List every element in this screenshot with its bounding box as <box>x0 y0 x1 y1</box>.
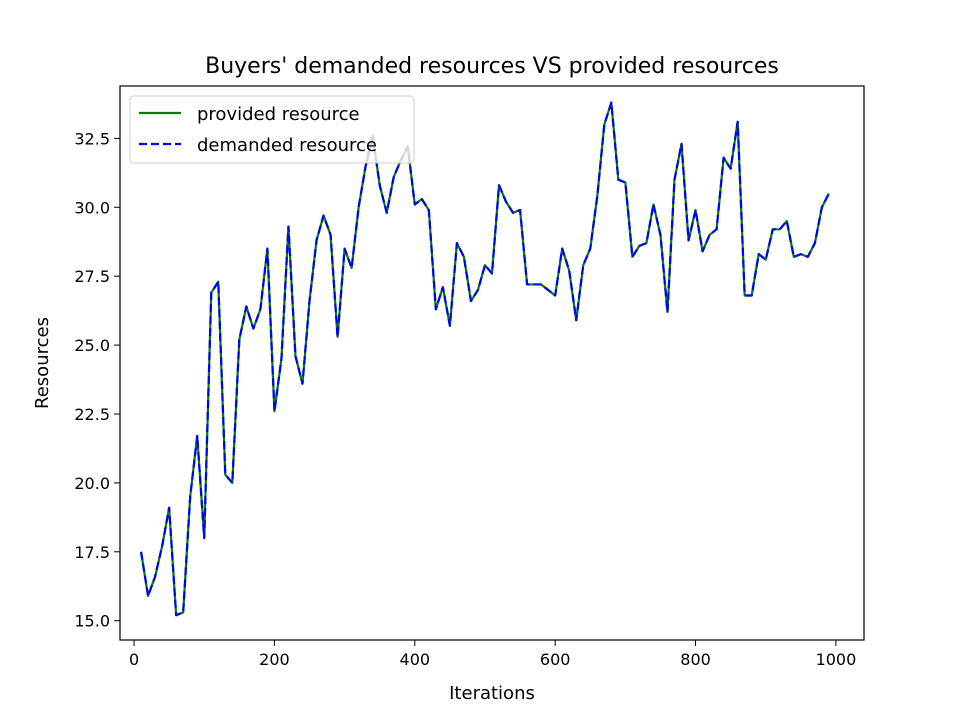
y-tick-label: 20.0 <box>74 474 110 493</box>
legend-label-provided-resource: provided resource <box>197 104 360 125</box>
series-line-demanded-resource <box>139 101 830 617</box>
legend-label-demanded-resource: demanded resource <box>197 135 377 156</box>
x-tick-label: 400 <box>400 650 431 669</box>
y-axis: 15.0 17.5 20.0 22.5 25.0 27.5 30.0 32.5 <box>74 129 120 631</box>
y-tick-label: 15.0 <box>74 612 110 631</box>
y-tick-label: 17.5 <box>74 543 110 562</box>
y-tick-label: 27.5 <box>74 267 110 286</box>
x-tick-label: 0 <box>129 650 139 669</box>
y-tick-label: 22.5 <box>74 405 110 424</box>
x-axis: 0 200 400 600 800 1000 <box>129 640 856 669</box>
plot-area <box>119 85 865 641</box>
series-layer <box>139 101 830 617</box>
plot-background <box>120 86 864 640</box>
y-axis-label: Resources <box>32 317 53 409</box>
x-tick-label: 800 <box>680 650 711 669</box>
y-tick-label: 32.5 <box>74 129 110 148</box>
y-tick-label: 30.0 <box>74 198 110 217</box>
x-tick-label: 600 <box>540 650 571 669</box>
x-axis-label: Iterations <box>449 683 535 704</box>
x-tick-label: 1000 <box>816 650 857 669</box>
chart-title: Buyers' demanded resources VS provided r… <box>205 54 779 79</box>
legend-box <box>129 95 415 164</box>
legend: provided resource demanded resource <box>129 95 415 164</box>
y-tick-label: 25.0 <box>74 336 110 355</box>
x-tick-label: 200 <box>259 650 290 669</box>
plot-frame <box>119 85 865 641</box>
